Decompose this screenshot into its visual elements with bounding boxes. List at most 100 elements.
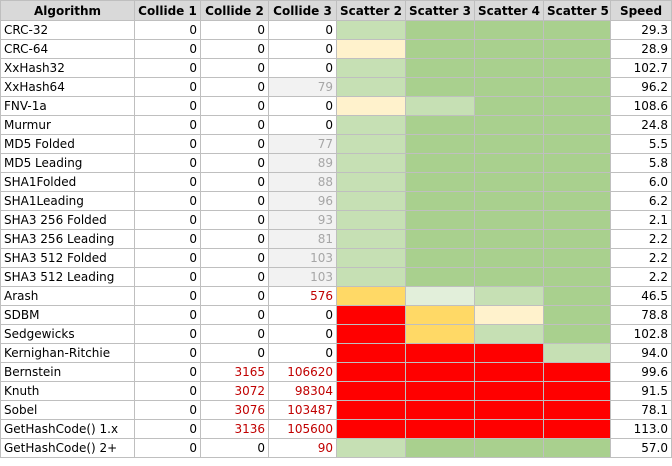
- scatter-5-cell: [543, 210, 611, 230]
- collide-1-cell: 0: [134, 286, 201, 306]
- scatter-2-cell: [336, 153, 406, 173]
- algorithm-cell: SHA3 512 Folded: [0, 248, 135, 268]
- scatter-4-cell: [474, 96, 544, 116]
- collide-3-cell: 106620: [268, 362, 337, 382]
- speed-cell: 2.2: [610, 267, 672, 287]
- table-row: SHA3 256 Folded 0 0 93 2.1: [0, 210, 672, 230]
- scatter-2-cell: [336, 419, 406, 439]
- scatter-3-cell: [405, 343, 475, 363]
- speed-cell: 24.8: [610, 115, 672, 135]
- collide-2-cell: 0: [200, 210, 269, 230]
- scatter-4-cell: [474, 381, 544, 401]
- collide-2-cell: 3076: [200, 400, 269, 420]
- collide-2-cell: 0: [200, 115, 269, 135]
- collide-1-cell: 0: [134, 305, 201, 325]
- scatter-5-cell: [543, 286, 611, 306]
- collide-1-cell: 0: [134, 115, 201, 135]
- scatter-5-cell: [543, 77, 611, 97]
- scatter-2-cell: [336, 172, 406, 192]
- scatter-5-cell: [543, 172, 611, 192]
- scatter-2-cell: [336, 229, 406, 249]
- scatter-5-cell: [543, 39, 611, 59]
- header-scatter-5: Scatter 5: [543, 0, 611, 21]
- collide-3-cell: 103: [268, 267, 337, 287]
- collide-3-cell: 0: [268, 39, 337, 59]
- scatter-3-cell: [405, 286, 475, 306]
- algorithm-cell: Sobel: [0, 400, 135, 420]
- collide-1-cell: 0: [134, 210, 201, 230]
- scatter-4-cell: [474, 20, 544, 40]
- collide-2-cell: 3072: [200, 381, 269, 401]
- collide-1-cell: 0: [134, 400, 201, 420]
- scatter-2-cell: [336, 362, 406, 382]
- collide-2-cell: 0: [200, 286, 269, 306]
- algorithm-cell: XxHash32: [0, 58, 135, 78]
- table-row: Sobel 0 3076 103487 78.1: [0, 400, 672, 420]
- scatter-5-cell: [543, 343, 611, 363]
- scatter-3-cell: [405, 267, 475, 287]
- scatter-4-cell: [474, 400, 544, 420]
- scatter-4-cell: [474, 172, 544, 192]
- table-row: SHA3 256 Leading 0 0 81 2.2: [0, 229, 672, 249]
- table-row: GetHashCode() 1.x 0 3136 105600 113.0: [0, 419, 672, 439]
- scatter-4-cell: [474, 267, 544, 287]
- scatter-5-cell: [543, 115, 611, 135]
- scatter-2-cell: [336, 343, 406, 363]
- scatter-2-cell: [336, 77, 406, 97]
- scatter-5-cell: [543, 419, 611, 439]
- scatter-3-cell: [405, 39, 475, 59]
- scatter-5-cell: [543, 324, 611, 344]
- collide-1-cell: 0: [134, 362, 201, 382]
- header-scatter-4: Scatter 4: [474, 0, 544, 21]
- scatter-4-cell: [474, 39, 544, 59]
- algorithm-cell: GetHashCode() 1.x: [0, 419, 135, 439]
- collide-2-cell: 0: [200, 191, 269, 211]
- scatter-2-cell: [336, 267, 406, 287]
- algorithm-cell: SHA3 256 Folded: [0, 210, 135, 230]
- collide-2-cell: 0: [200, 267, 269, 287]
- algorithm-cell: SHA3 256 Leading: [0, 229, 135, 249]
- scatter-2-cell: [336, 58, 406, 78]
- algorithm-cell: CRC-32: [0, 20, 135, 40]
- scatter-5-cell: [543, 191, 611, 211]
- scatter-4-cell: [474, 343, 544, 363]
- scatter-5-cell: [543, 248, 611, 268]
- collide-2-cell: 0: [200, 438, 269, 458]
- table-row: XxHash32 0 0 0 102.7: [0, 58, 672, 78]
- table-row: MD5 Folded 0 0 77 5.5: [0, 134, 672, 154]
- scatter-4-cell: [474, 305, 544, 325]
- collide-1-cell: 0: [134, 419, 201, 439]
- scatter-3-cell: [405, 362, 475, 382]
- collide-3-cell: 93: [268, 210, 337, 230]
- scatter-2-cell: [336, 438, 406, 458]
- header-row: Algorithm Collide 1 Collide 2 Collide 3 …: [0, 0, 672, 21]
- collide-2-cell: 3136: [200, 419, 269, 439]
- scatter-3-cell: [405, 77, 475, 97]
- collide-3-cell: 79: [268, 77, 337, 97]
- scatter-5-cell: [543, 229, 611, 249]
- table-row: SHA3 512 Leading 0 0 103 2.2: [0, 267, 672, 287]
- algorithm-cell: XxHash64: [0, 77, 135, 97]
- scatter-5-cell: [543, 134, 611, 154]
- speed-cell: 2.2: [610, 248, 672, 268]
- algorithm-cell: Arash: [0, 286, 135, 306]
- scatter-2-cell: [336, 210, 406, 230]
- scatter-4-cell: [474, 77, 544, 97]
- collide-3-cell: 96: [268, 191, 337, 211]
- scatter-3-cell: [405, 305, 475, 325]
- scatter-4-cell: [474, 115, 544, 135]
- scatter-3-cell: [405, 229, 475, 249]
- collide-3-cell: 103487: [268, 400, 337, 420]
- table-row: Knuth 0 3072 98304 91.5: [0, 381, 672, 401]
- scatter-2-cell: [336, 400, 406, 420]
- speed-cell: 46.5: [610, 286, 672, 306]
- collide-1-cell: 0: [134, 20, 201, 40]
- speed-cell: 108.6: [610, 96, 672, 116]
- collide-1-cell: 0: [134, 191, 201, 211]
- table-row: FNV-1a 0 0 0 108.6: [0, 96, 672, 116]
- scatter-4-cell: [474, 248, 544, 268]
- table-row: Bernstein 0 3165 106620 99.6: [0, 362, 672, 382]
- table-row: GetHashCode() 2+ 0 0 90 57.0: [0, 438, 672, 458]
- collide-1-cell: 0: [134, 77, 201, 97]
- scatter-4-cell: [474, 438, 544, 458]
